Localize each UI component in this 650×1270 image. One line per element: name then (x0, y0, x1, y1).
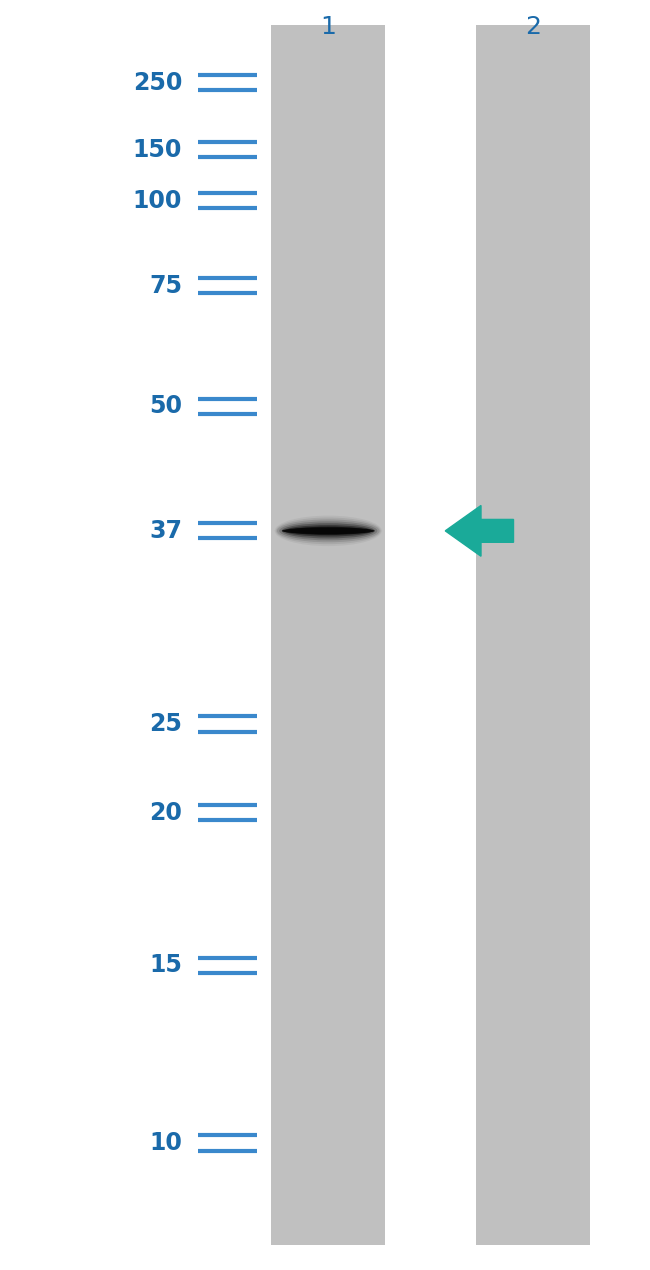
Ellipse shape (282, 527, 374, 535)
Ellipse shape (274, 530, 383, 532)
Text: 20: 20 (149, 801, 182, 824)
Text: 1: 1 (320, 15, 336, 39)
Ellipse shape (290, 527, 367, 535)
Text: 75: 75 (149, 274, 182, 297)
Ellipse shape (275, 516, 382, 546)
Text: 10: 10 (149, 1132, 182, 1154)
Text: 15: 15 (149, 954, 182, 977)
Bar (476, 25, 590, 1245)
Ellipse shape (277, 519, 380, 542)
FancyArrow shape (445, 505, 514, 556)
Text: 100: 100 (133, 189, 182, 212)
Text: 25: 25 (149, 712, 182, 735)
Bar (272, 25, 385, 1245)
Ellipse shape (285, 526, 372, 537)
Text: 50: 50 (149, 395, 182, 418)
Text: 37: 37 (149, 519, 182, 542)
Ellipse shape (276, 518, 381, 544)
Ellipse shape (282, 523, 374, 538)
Ellipse shape (279, 522, 378, 541)
Text: 250: 250 (133, 71, 182, 94)
Text: 2: 2 (525, 15, 541, 39)
Text: 150: 150 (133, 138, 182, 161)
Ellipse shape (298, 528, 358, 533)
